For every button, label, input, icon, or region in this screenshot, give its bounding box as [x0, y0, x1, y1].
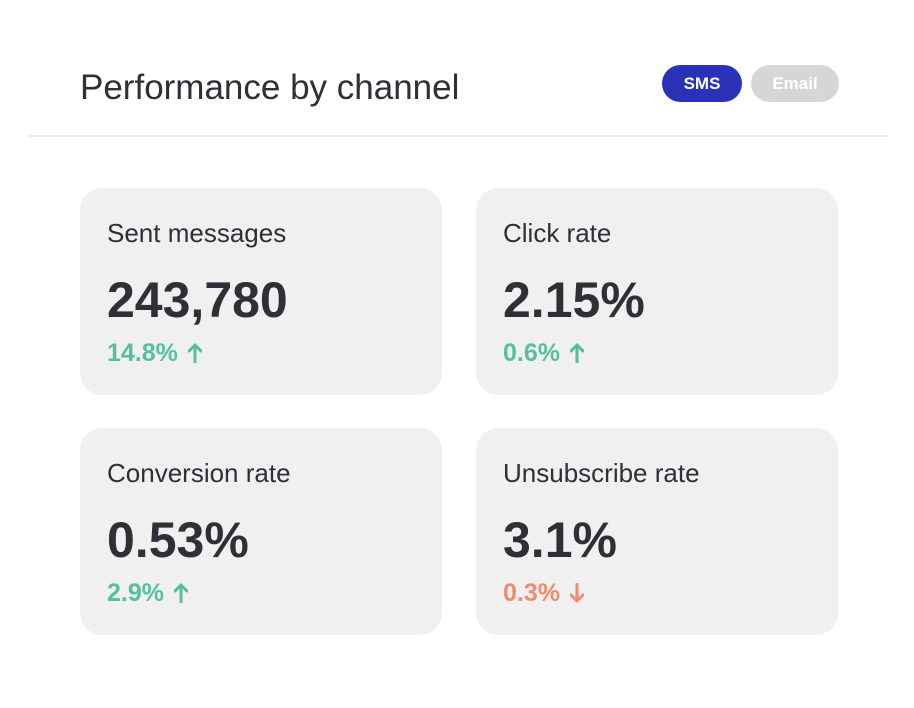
arrow-path	[187, 343, 202, 363]
metric-card: Sent messages 243,780 14.8%	[80, 188, 442, 395]
tabs: SMS Email	[662, 65, 839, 102]
divider	[26, 135, 888, 137]
change-text: 0.3%	[503, 579, 560, 607]
channel-tab[interactable]: SMS	[662, 65, 742, 102]
arrow-path	[173, 583, 188, 603]
metric-value: 2.15%	[503, 272, 645, 328]
trend-arrow	[187, 343, 202, 363]
trend-arrow	[569, 583, 584, 603]
title: Performance by channel	[80, 68, 460, 107]
metric-value: 0.53%	[107, 512, 249, 568]
metric-label: Sent messages	[107, 218, 287, 248]
trend-arrow	[173, 583, 188, 603]
metric-card: Conversion rate 0.53% 2.9%	[80, 428, 442, 635]
metric-change: 2.9%	[107, 578, 188, 608]
metric-change: 14.8%	[107, 338, 202, 368]
channel-tab[interactable]: Email	[751, 65, 839, 102]
metric-label: Click rate	[503, 218, 612, 248]
trend-arrow	[569, 343, 584, 363]
metric-card: Unsubscribe rate 3.1% 0.3%	[476, 428, 838, 635]
metric-label: Conversion rate	[107, 458, 291, 488]
change-text: 0.6%	[503, 339, 560, 367]
metric-change: 0.6%	[503, 338, 584, 368]
metric-card: Click rate 2.15% 0.6%	[476, 188, 838, 395]
change-text: 14.8%	[107, 339, 178, 367]
metric-label: Unsubscribe rate	[503, 458, 700, 488]
metric-change: 0.3%	[503, 578, 584, 608]
metric-value: 3.1%	[503, 512, 617, 568]
arrow-path	[569, 343, 584, 363]
metric-value: 243,780	[107, 272, 288, 328]
arrow-path	[569, 583, 584, 603]
change-text: 2.9%	[107, 579, 164, 607]
